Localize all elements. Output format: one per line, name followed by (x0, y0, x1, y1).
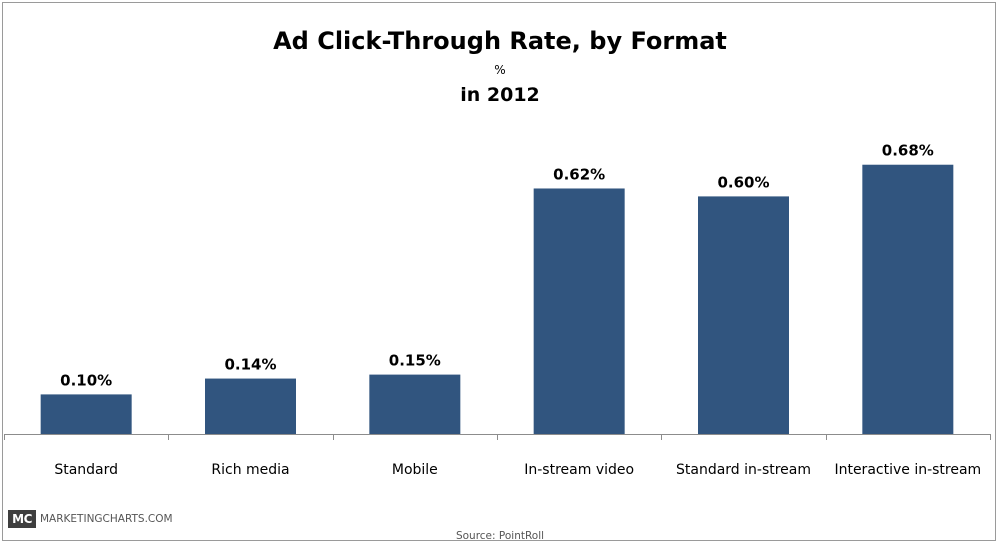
bar (862, 164, 954, 434)
category-label: Standard (54, 462, 118, 478)
bar-value-label: 0.10% (60, 371, 112, 389)
bars-group (40, 164, 954, 434)
category-label: Mobile (392, 462, 438, 478)
x-axis-ticks (4, 434, 991, 440)
bar-value-label: 0.68% (882, 142, 934, 160)
bar-value-label: 0.14% (224, 356, 276, 374)
bar-value-label: 0.62% (553, 165, 605, 183)
bar (369, 374, 461, 434)
bar (205, 378, 296, 434)
marketingcharts-logo: MC (8, 510, 36, 528)
footer-brand: MARKETINGCHARTS.COM (40, 513, 173, 525)
value-labels-group: 0.10% 0.14% 0.15% 0.62% 0.60% 0.68% (60, 142, 934, 390)
category-label: In-stream video (524, 462, 634, 478)
chart-title: Ad Click-Through Rate, by Format (273, 27, 727, 55)
bar (40, 394, 132, 434)
footer-source: Source: PointRoll (455, 530, 545, 542)
category-label: Interactive in-stream (834, 462, 981, 478)
category-labels-group: Standard Rich media Mobile In-stream video S… (54, 462, 981, 478)
chart-unit-label: % (494, 63, 506, 77)
category-label: Standard in-stream (676, 462, 811, 478)
bar (698, 196, 789, 434)
category-label: Rich media (211, 462, 289, 478)
bar-value-label: 0.60% (717, 173, 769, 191)
bar (533, 188, 625, 434)
chart-subtitle: in 2012 (460, 84, 540, 106)
bar-value-label: 0.15% (389, 352, 441, 370)
